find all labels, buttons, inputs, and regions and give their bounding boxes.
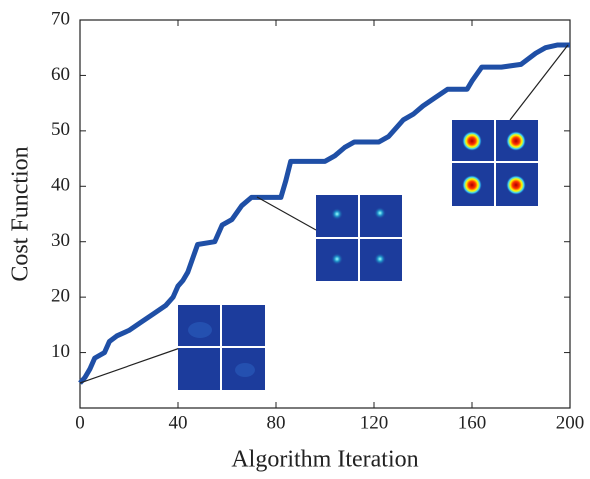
inset-image: [178, 305, 265, 390]
inset-image: [316, 195, 402, 281]
x-tick-label: 80: [267, 412, 286, 433]
connector: [510, 45, 568, 120]
x-axis-label: Algorithm Iteration: [231, 447, 418, 473]
connector: [80, 348, 180, 383]
x-tick-label: 160: [458, 412, 487, 433]
y-axis-label: Cost Function: [8, 146, 34, 281]
y-tick-label: 40: [51, 175, 70, 196]
x-tick-label: 200: [556, 412, 585, 433]
x-tick-label: 120: [360, 412, 389, 433]
y-tick-label: 10: [51, 341, 70, 362]
y-tick-label: 60: [51, 64, 70, 85]
x-tick-label: 40: [169, 412, 188, 433]
insets: [80, 45, 568, 390]
chart: Algorithm Iteration Cost Function 0 40 80 1…: [0, 0, 590, 474]
connector: [257, 197, 316, 230]
y-tick-label: 30: [51, 230, 70, 251]
y-tick-label: 20: [51, 286, 70, 307]
y-tick-label: 50: [51, 119, 70, 140]
inset-image: [452, 120, 538, 206]
x-tick-label: 0: [75, 412, 85, 433]
y-tick-label: 70: [51, 8, 70, 29]
